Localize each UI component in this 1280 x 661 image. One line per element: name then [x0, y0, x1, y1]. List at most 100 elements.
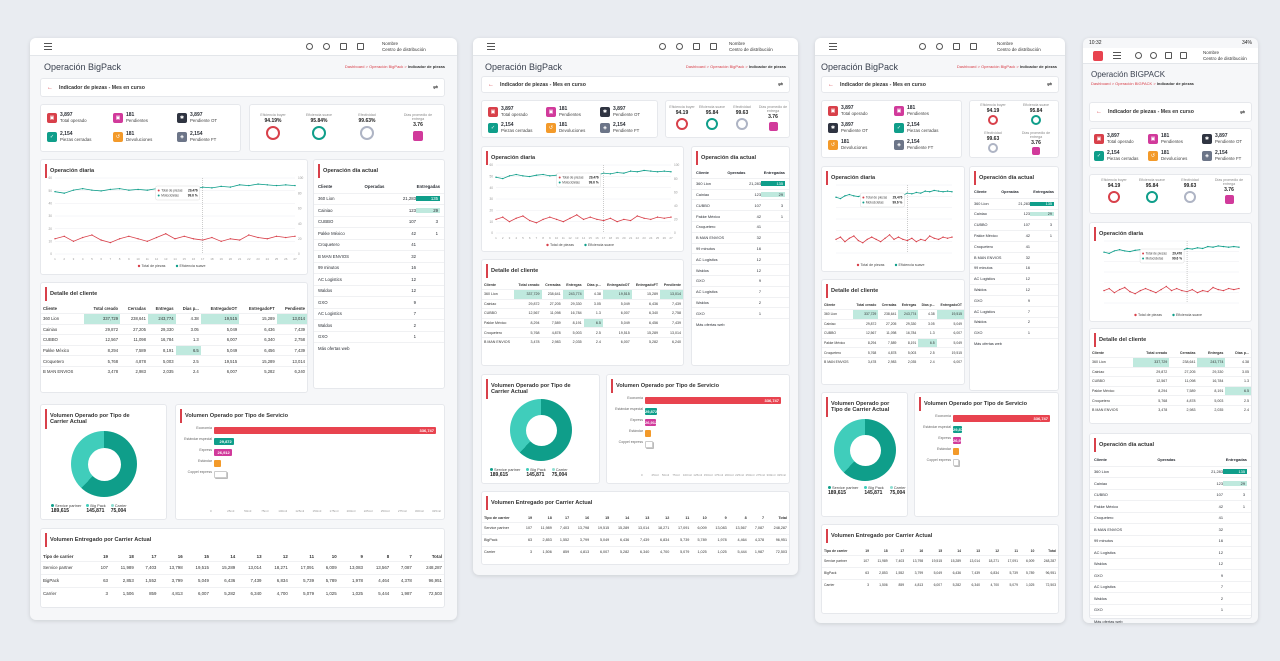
list-item[interactable]: GXO 9 — [314, 296, 444, 308]
data-point[interactable] — [643, 169, 645, 172]
data-point[interactable] — [875, 238, 877, 241]
list-item[interactable]: AC Logistics 12 — [970, 273, 1058, 284]
data-point[interactable] — [146, 240, 149, 243]
back-arrow-icon[interactable]: ← — [47, 84, 53, 91]
data-point[interactable] — [1201, 289, 1204, 292]
data-point[interactable] — [835, 196, 837, 198]
data-point[interactable] — [1212, 246, 1214, 248]
app-logo-icon[interactable] — [1093, 51, 1103, 61]
column-header[interactable]: Tipo de carrier — [824, 549, 848, 553]
data-point[interactable] — [933, 189, 935, 192]
data-point[interactable] — [118, 187, 121, 190]
data-point[interactable] — [663, 217, 665, 219]
hamburger-menu-icon[interactable] — [1113, 52, 1121, 61]
column-header[interactable]: 16 — [919, 549, 924, 553]
list-item[interactable]: GXO 1 — [314, 330, 444, 343]
column-header[interactable]: Días p... — [1235, 351, 1249, 355]
list-item[interactable]: 360 Lion 21,283 135 — [970, 197, 1058, 209]
data-point[interactable] — [942, 191, 944, 193]
data-point[interactable] — [165, 233, 167, 235]
data-point[interactable] — [555, 218, 558, 221]
data-point[interactable] — [656, 216, 659, 218]
table-row[interactable]: Cainiao 29,872 27,205 29,330 3.05 5,049 — [822, 318, 964, 329]
data-point[interactable] — [902, 238, 904, 241]
table-row[interactable]: BigPack 63 2,853 1,552 3,799 5,049 6,436 7,439 6… — [41, 573, 444, 588]
data-point[interactable] — [542, 173, 544, 176]
service-bar[interactable]: 26,912 — [645, 419, 658, 426]
data-point[interactable] — [1238, 287, 1240, 290]
column-header[interactable]: 15 — [605, 516, 610, 520]
list-item[interactable]: Pakke México 42 1 — [1090, 500, 1251, 512]
more-link[interactable]: Más ofertas web — [970, 338, 1058, 349]
data-point[interactable] — [911, 237, 913, 239]
data-point[interactable] — [937, 190, 940, 192]
column-header[interactable]: 18 — [547, 516, 552, 520]
list-item[interactable]: 99 minutos 16 — [970, 262, 1058, 274]
data-point[interactable] — [535, 174, 538, 176]
column-header[interactable]: 13 — [645, 516, 650, 520]
data-point[interactable] — [1124, 250, 1126, 252]
data-point[interactable] — [63, 192, 65, 194]
data-point[interactable] — [1175, 287, 1178, 290]
column-header[interactable]: EntregadoOT — [607, 283, 630, 287]
data-point[interactable] — [1233, 245, 1235, 248]
table-row[interactable]: Service partner 107 11,989 7,403 13,798 19,51… — [822, 555, 1058, 568]
data-point[interactable] — [211, 236, 213, 239]
data-point[interactable] — [1165, 285, 1168, 288]
data-point[interactable] — [137, 188, 139, 191]
table-row[interactable]: B MAN ENVIOS 3,478 2,983 2,035 2.4 6,007 — [822, 356, 964, 367]
data-point[interactable] — [515, 217, 517, 219]
table-row[interactable]: Croquetero 5,768 4,878 5,003 2.5 — [1090, 395, 1251, 406]
grid-icon[interactable] — [1165, 52, 1172, 59]
column-header[interactable]: Total — [778, 516, 787, 520]
data-point[interactable] — [623, 172, 625, 174]
data-point[interactable] — [924, 239, 926, 242]
service-bar[interactable]: 29,872 — [645, 408, 658, 415]
data-point[interactable] — [656, 171, 659, 173]
data-point[interactable] — [911, 193, 913, 195]
column-header[interactable]: 11 — [685, 516, 690, 520]
column-header[interactable]: 12 — [282, 554, 288, 559]
list-item[interactable]: Croquetero 41 — [970, 240, 1058, 252]
data-point[interactable] — [1186, 247, 1188, 250]
list-item[interactable]: AC Logistics 12 — [1090, 546, 1251, 558]
service-bar[interactable] — [953, 459, 959, 466]
column-header[interactable]: Pendiente — [663, 283, 681, 287]
data-point[interactable] — [495, 218, 497, 221]
data-point[interactable] — [109, 241, 112, 244]
column-header[interactable]: 9 — [724, 516, 727, 520]
data-point[interactable] — [942, 236, 944, 238]
column-header[interactable]: 10 — [1030, 549, 1035, 553]
bell-icon[interactable] — [676, 43, 683, 50]
data-point[interactable] — [915, 191, 918, 194]
table-row[interactable]: Service partner 107 11,989 7,403 13,798 19,51… — [482, 522, 789, 535]
table-row[interactable]: Croquetero 5,768 4,878 5,003 2.5 19,515 15,289… — [482, 327, 683, 338]
list-item[interactable]: GXO 9 — [1090, 569, 1251, 581]
list-item[interactable]: 99 minutos 16 — [1090, 534, 1251, 547]
user-info[interactable]: Nombre Centro de distribución — [382, 41, 426, 53]
data-point[interactable] — [72, 240, 75, 243]
data-point[interactable] — [54, 190, 56, 193]
list-item[interactable]: AC Logistics 7 — [692, 285, 789, 297]
list-item[interactable]: CUBBO 107 3 — [314, 215, 444, 228]
data-point[interactable] — [146, 189, 149, 191]
column-header[interactable]: EntregadoFT — [248, 306, 275, 311]
data-point[interactable] — [248, 234, 250, 236]
table-row[interactable]: BigPack 63 2,853 1,552 3,799 5,049 6,436 7,439 6… — [822, 566, 1058, 580]
data-point[interactable] — [266, 238, 269, 240]
column-header[interactable]: 14 — [957, 549, 962, 553]
table-row[interactable]: Pakke México 8,294 7,589 8,191 6.5 5,049 6,456… — [41, 344, 307, 356]
list-item[interactable]: Waldos 12 — [692, 264, 789, 275]
data-point[interactable] — [1217, 245, 1219, 247]
grid-icon[interactable] — [693, 43, 700, 50]
column-header[interactable]: 11 — [309, 554, 315, 559]
data-point[interactable] — [1160, 288, 1162, 291]
data-point[interactable] — [1191, 288, 1193, 291]
data-point[interactable] — [853, 195, 855, 197]
data-point[interactable] — [1207, 290, 1209, 293]
table-row[interactable]: 360 Lion 337,729 238,641 243,774 4.38 19,515 1… — [482, 289, 683, 300]
data-point[interactable] — [100, 239, 102, 241]
breadcrumb-dashboard[interactable]: Dashboard — [344, 64, 365, 69]
data-point[interactable] — [589, 216, 591, 218]
filter-icon[interactable]: ⇌ — [777, 82, 783, 88]
